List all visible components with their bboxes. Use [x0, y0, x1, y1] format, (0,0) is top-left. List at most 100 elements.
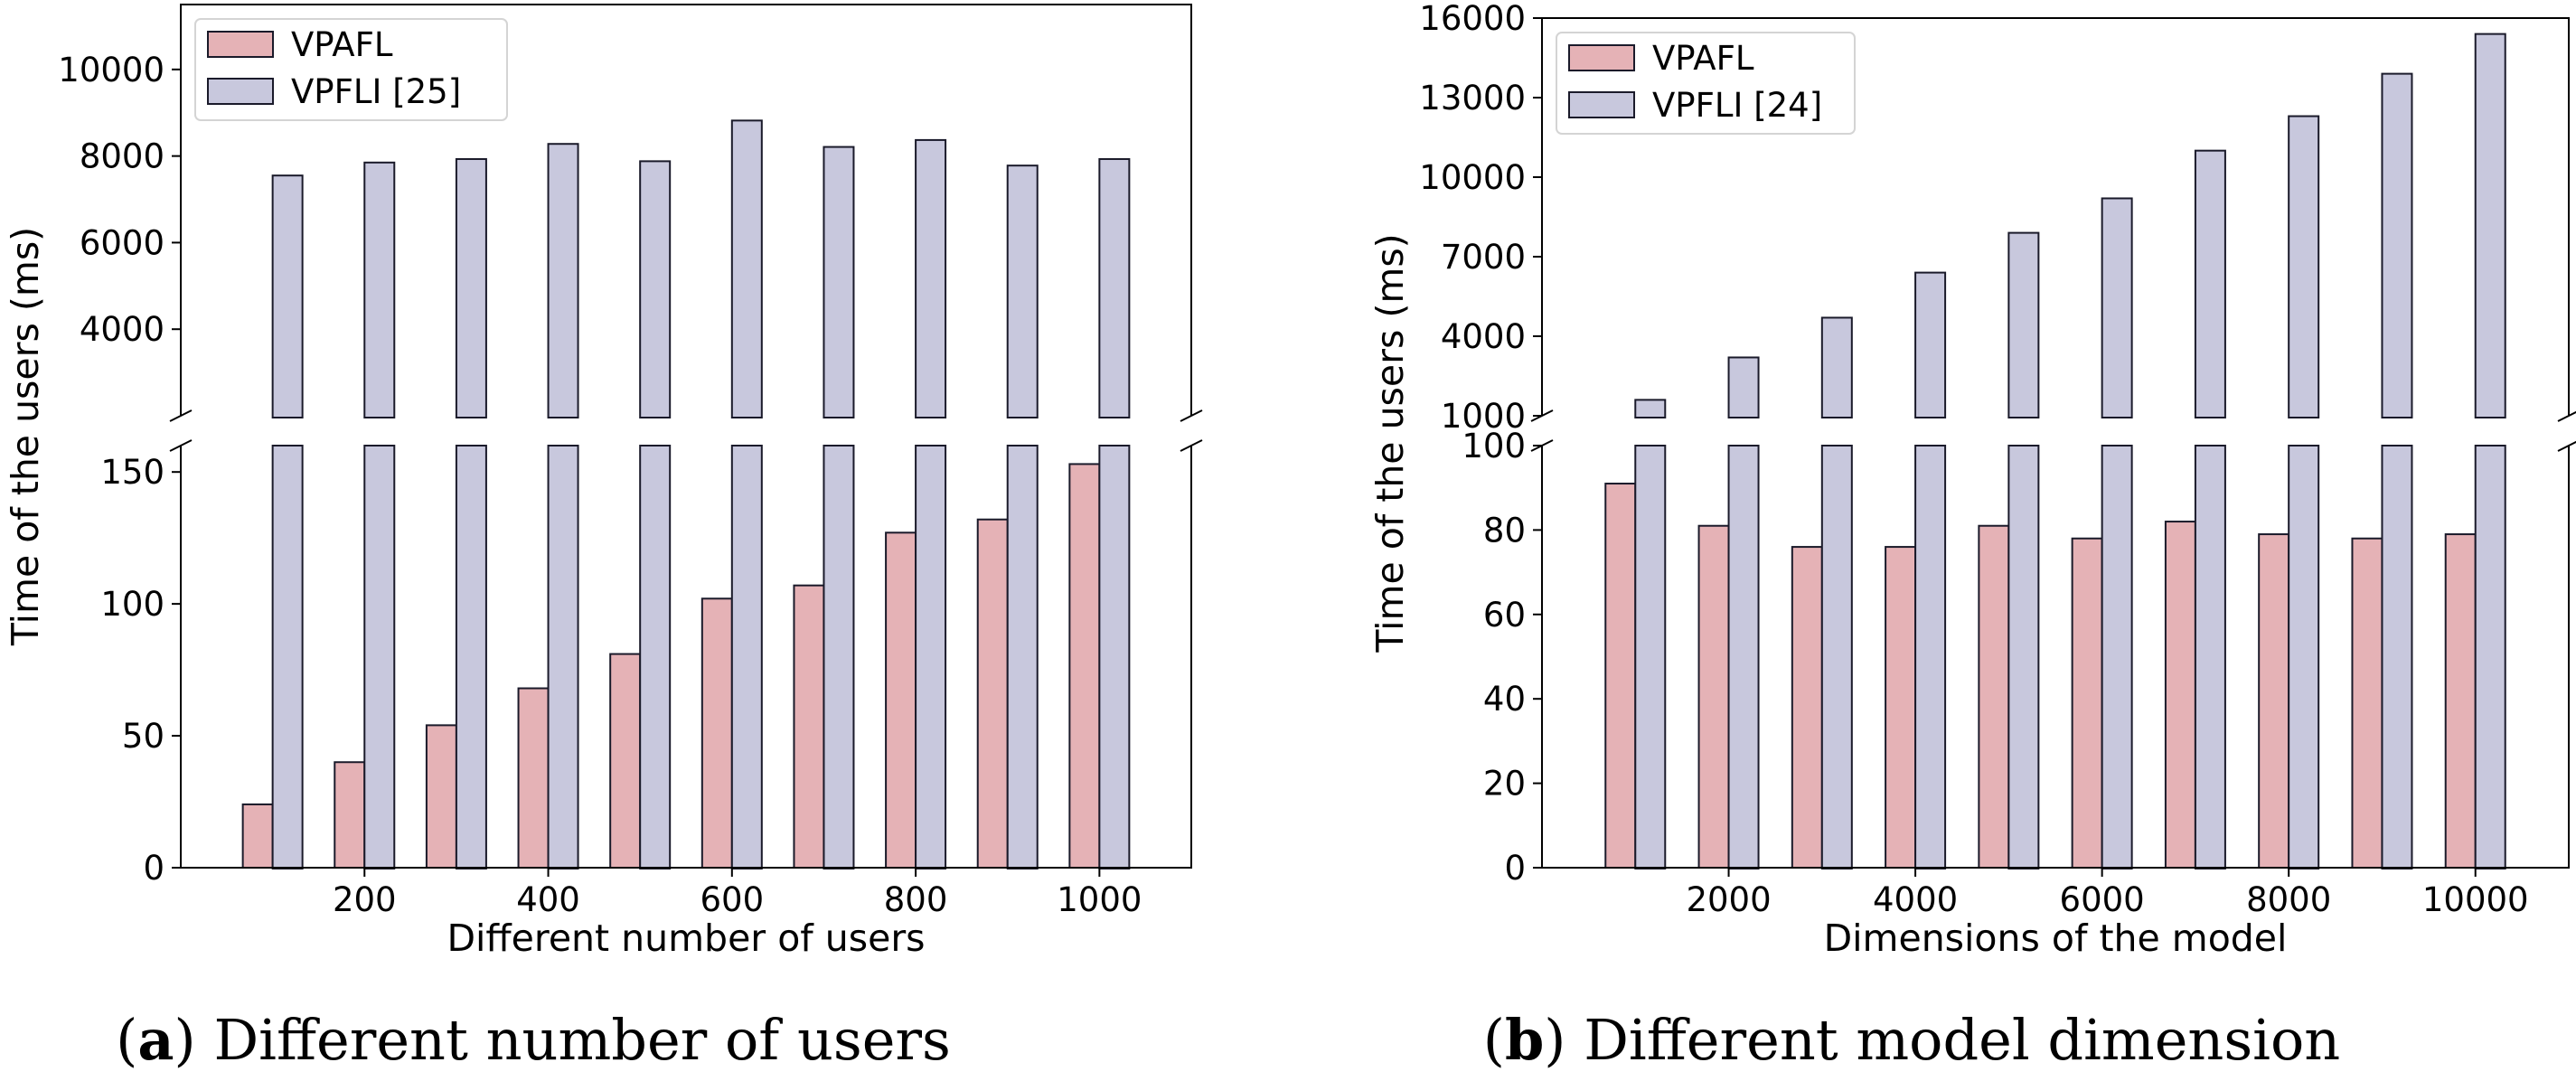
bar-vpfli-upper-100 — [271, 174, 304, 418]
legend-label-0: VPAFL — [291, 25, 393, 64]
bar-vpafl-4000 — [1885, 546, 1917, 870]
bar-vpfli-lower-7000 — [2194, 445, 2226, 870]
bar-vpfli-upper-4000 — [1914, 271, 1947, 418]
xtick-label-6000: 6000 — [2060, 880, 2145, 919]
bar-vpafl-8000 — [2258, 533, 2290, 869]
xtick-label-10000: 10000 — [2422, 880, 2529, 919]
caption-a-open: ( — [116, 1007, 137, 1073]
bar-vpfli-upper-7000 — [2194, 149, 2226, 419]
bar-vpfli-upper-2000 — [1727, 356, 1760, 419]
caption-b-text: Different model dimension — [1566, 1007, 2341, 1073]
legend-label-1: VPFLI [24] — [1652, 86, 1822, 125]
lower-ytick-label-20: 20 — [1483, 765, 1526, 804]
legend-swatch-1 — [207, 78, 274, 105]
bar-vpfli-upper-9000 — [2381, 72, 2413, 418]
lower-ytick-label-100: 100 — [1462, 427, 1526, 465]
upper-ytick-label-4000: 4000 — [1441, 317, 1526, 356]
axis-break-mark-0 — [169, 409, 193, 422]
bar-vpfli-upper-700 — [823, 146, 855, 419]
xtick-label-2000: 2000 — [1686, 880, 1771, 919]
bar-vpfli-upper-600 — [730, 119, 763, 419]
bar-vpfli-lower-8000 — [2288, 445, 2320, 870]
xtick-label-4000: 4000 — [1873, 880, 1958, 919]
caption-a-close: ) — [174, 1007, 196, 1073]
x-axis-label: Different number of users — [447, 916, 925, 960]
bar-vpfli-lower-10000 — [2474, 445, 2506, 870]
bar-vpafl-900 — [976, 518, 1009, 869]
lower-ytick-label-100: 100 — [100, 585, 165, 624]
y-axis-label: Time of the users (ms) — [4, 227, 47, 646]
bar-vpfli-upper-5000 — [2007, 231, 2040, 418]
caption-b-letter: b — [1505, 1007, 1544, 1073]
bar-vpafl-10000 — [2444, 533, 2477, 869]
bar-vpafl-6000 — [2071, 537, 2103, 869]
axis-break-mark-2 — [169, 439, 193, 452]
y-axis-label: Time of the users (ms) — [1368, 233, 1412, 653]
caption-a-letter: a — [137, 1007, 174, 1073]
caption-a-text: Different number of users — [196, 1007, 951, 1073]
bar-vpfli-upper-1000 — [1098, 157, 1131, 418]
xtick-label-600: 600 — [700, 880, 765, 919]
bar-vpafl-500 — [609, 653, 642, 869]
xtick-label-200: 200 — [333, 880, 397, 919]
bar-vpfli-lower-1000 — [1634, 445, 1667, 870]
lower-ytick-label-80: 80 — [1483, 511, 1526, 550]
bar-vpafl-200 — [334, 761, 366, 869]
upper-ytick-label-1000: 1000 — [1441, 397, 1526, 436]
caption-b: (b) Different model dimension — [1483, 1007, 2341, 1073]
bar-vpfli-lower-9000 — [2381, 445, 2413, 870]
bar-vpfli-lower-700 — [823, 445, 855, 870]
lower-ytick-label-60: 60 — [1483, 596, 1526, 634]
bar-vpafl-1000 — [1604, 483, 1637, 870]
bar-vpafl-100 — [241, 803, 274, 870]
bar-vpfli-upper-6000 — [2101, 197, 2133, 418]
bar-vpfli-upper-1000 — [1634, 399, 1667, 418]
upper-ytick-label-4000: 4000 — [80, 310, 165, 349]
bar-vpfli-lower-800 — [915, 445, 947, 870]
upper-ytick-label-10000: 10000 — [1419, 158, 1526, 197]
bar-vpafl-400 — [517, 687, 550, 870]
upper-ytick-label-6000: 6000 — [80, 223, 165, 262]
caption-a: (a) Different number of users — [116, 1007, 951, 1073]
bar-vpfli-upper-200 — [363, 161, 396, 418]
bar-vpfli-lower-400 — [547, 445, 579, 870]
xtick-label-1000: 1000 — [1057, 880, 1142, 919]
xtick-label-800: 800 — [884, 880, 948, 919]
upper-ytick-label-10000: 10000 — [58, 51, 165, 89]
upper-frame — [1541, 17, 2570, 416]
bar-vpafl-5000 — [1978, 524, 2010, 869]
bar-vpfli-upper-300 — [455, 157, 487, 418]
bar-vpfli-lower-200 — [363, 445, 396, 870]
bar-vpfli-lower-900 — [1006, 445, 1039, 870]
xtick-label-8000: 8000 — [2246, 880, 2331, 919]
caption-b-close: ) — [1544, 1007, 1565, 1073]
bar-vpfli-lower-5000 — [2007, 445, 2040, 870]
lower-ytick-label-40: 40 — [1483, 680, 1526, 719]
upper-ytick-label-13000: 13000 — [1419, 79, 1526, 118]
bar-vpafl-300 — [425, 724, 457, 870]
caption-b-open: ( — [1483, 1007, 1505, 1073]
upper-ytick-label-16000: 16000 — [1419, 0, 1526, 38]
bar-vpfli-upper-400 — [547, 143, 579, 419]
legend-swatch-0 — [1568, 44, 1635, 71]
bar-vpfli-upper-800 — [915, 138, 947, 418]
bar-vpfli-lower-2000 — [1727, 445, 1760, 870]
upper-frame — [180, 4, 1192, 416]
lower-ytick-label-150: 150 — [100, 453, 165, 492]
bar-vpfli-upper-900 — [1006, 164, 1039, 418]
axis-break-mark-3 — [1180, 439, 1203, 452]
lower-ytick-label-0: 0 — [143, 849, 165, 888]
bar-vpafl-600 — [700, 597, 733, 869]
upper-ytick-label-8000: 8000 — [80, 137, 165, 176]
bar-vpfli-lower-500 — [639, 445, 672, 870]
chart-dimension: 1000 4000 7000 10000 13000 16000 0 20 40 60 80 100 2… — [1368, 0, 2576, 960]
legend-swatch-1 — [1568, 91, 1635, 118]
axis-break-mark-3 — [2557, 440, 2576, 452]
bar-vpafl-700 — [793, 584, 825, 869]
bar-vpfli-lower-300 — [455, 445, 487, 870]
bar-vpafl-3000 — [1791, 546, 1823, 870]
legend-swatch-0 — [207, 31, 274, 58]
bar-vpfli-lower-100 — [271, 445, 304, 870]
lower-frame — [180, 446, 1192, 869]
